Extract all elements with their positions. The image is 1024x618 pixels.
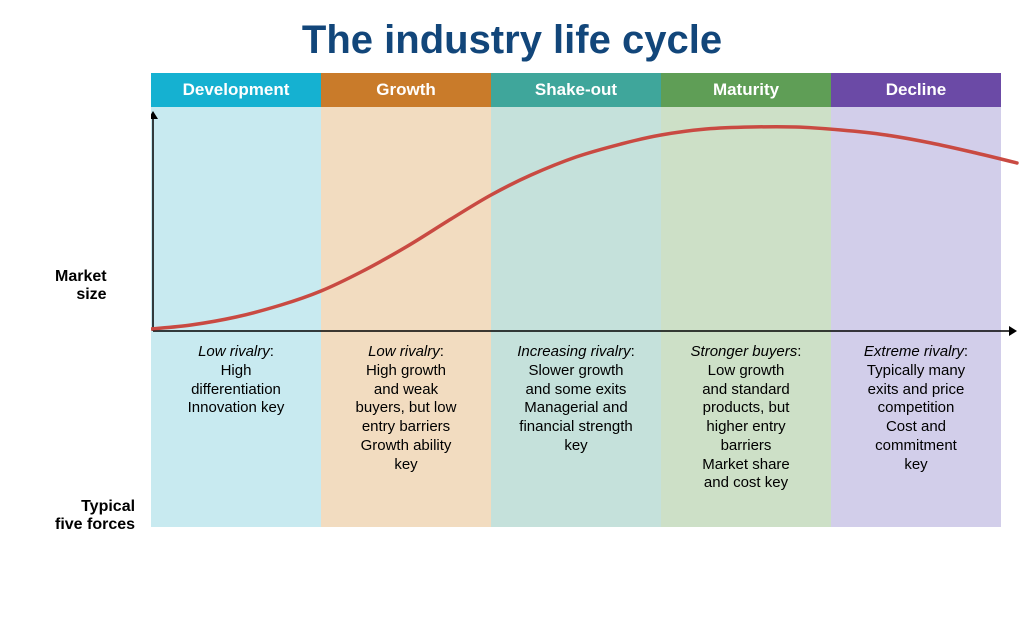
stage-column-decline: Decline Extreme rivalry:Typically manyexi… [831,73,1001,527]
y-axis-label: Marketsize [55,268,107,305]
stage-column-growth: Growth Low rivalry:High growthand weakbuy… [321,73,491,527]
stage-column-shake-out: Shake-out Increasing rivalry:Slower growt… [491,73,661,527]
stage-header: Decline [831,73,1001,107]
stage-body [831,107,1001,337]
stage-desc-lead: Stronger buyers [691,343,798,360]
stage-header: Growth [321,73,491,107]
lifecycle-diagram: Marketsize Typicalfive forces Developmen… [3,73,1021,527]
page-title: The industry life cycle [0,18,1024,63]
stage-body [321,107,491,337]
stage-header: Development [151,73,321,107]
stage-desc-rest: :Typically manyexits and pricecompetitio… [867,343,968,473]
stage-body [151,107,321,337]
forces-row-label: Typicalfive forces [55,498,135,535]
stage-column-maturity: Maturity Stronger buyers:Low growthand st… [661,73,831,527]
stage-description: Low rivalry:HighdifferentiationInnovatio… [151,337,321,527]
stage-desc-lead: Increasing rivalry [517,343,630,360]
stage-desc-lead: Low rivalry [368,343,440,360]
stage-header: Shake-out [491,73,661,107]
stage-desc-lead: Low rivalry [198,343,270,360]
stage-body [491,107,661,337]
stage-description: Increasing rivalry:Slower growthand some… [491,337,661,527]
stage-desc-rest: :Low growthand standardproducts, buthigh… [702,343,801,491]
stage-desc-rest: :High growthand weakbuyers, but lowentry… [356,343,457,473]
stage-column-development: Development Low rivalry:Highdifferentiati… [151,73,321,527]
stage-description: Extreme rivalry:Typically manyexits and … [831,337,1001,527]
stage-columns: Development Low rivalry:Highdifferentiati… [151,73,1001,527]
stage-header: Maturity [661,73,831,107]
stage-body [661,107,831,337]
stage-description: Stronger buyers:Low growthand standardpr… [661,337,831,527]
stage-desc-lead: Extreme rivalry [864,343,964,360]
stage-description: Low rivalry:High growthand weakbuyers, b… [321,337,491,527]
